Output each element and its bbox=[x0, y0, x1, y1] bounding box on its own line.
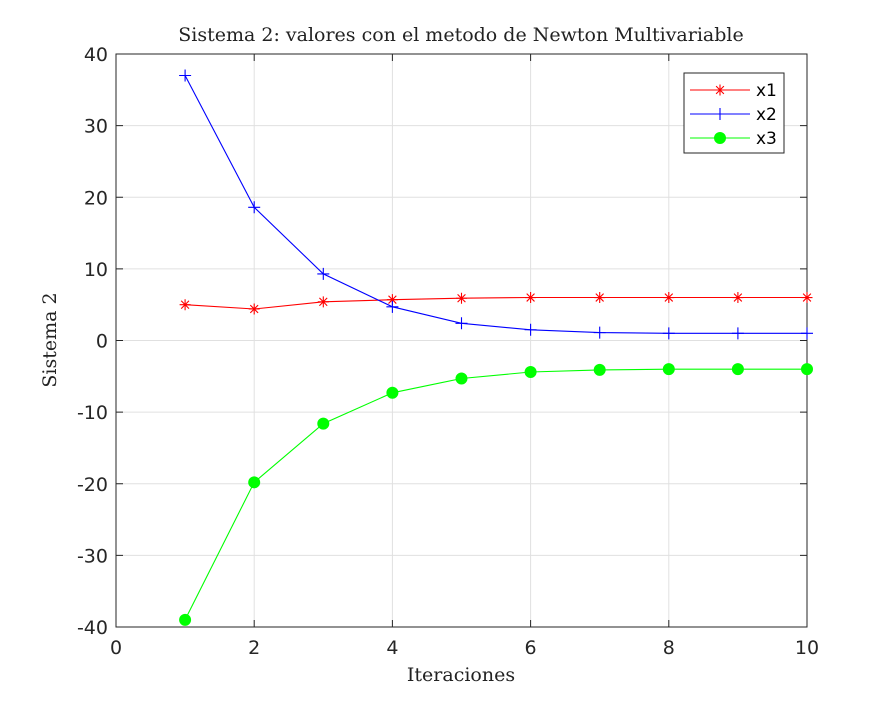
data-point-x2 bbox=[593, 326, 606, 339]
data-point-x3 bbox=[731, 363, 744, 376]
legend-label: x1 bbox=[756, 81, 777, 101]
data-point-x3 bbox=[662, 363, 675, 376]
series-x2 bbox=[179, 69, 813, 340]
legend-item-x3: x3 bbox=[690, 129, 777, 149]
data-point-x3 bbox=[455, 372, 468, 385]
x-axis-label: Iteraciones bbox=[407, 664, 515, 686]
axis-ticks: 0 2 4 6 8 10 -40 -30 -20 -10 0 10 20 30 40 bbox=[77, 44, 819, 659]
x-tick-label: 8 bbox=[663, 637, 675, 659]
series-line-x1 bbox=[185, 296, 807, 310]
legend-label: x2 bbox=[756, 105, 777, 125]
y-tick-label: 30 bbox=[84, 116, 108, 138]
data-point-x1 bbox=[456, 292, 467, 304]
data-point-x1 bbox=[525, 292, 537, 304]
legend-swatch-marker bbox=[714, 84, 726, 96]
y-tick-label: -40 bbox=[77, 617, 108, 639]
data-point-x1 bbox=[732, 292, 744, 304]
data-point-x2 bbox=[179, 69, 192, 82]
legend-swatch-marker bbox=[714, 108, 726, 120]
y-tick-label: -30 bbox=[77, 545, 108, 567]
data-point-x1 bbox=[317, 296, 329, 308]
data-point-x2 bbox=[662, 327, 675, 340]
data-point-x3 bbox=[317, 417, 330, 430]
legend-item-x2: x2 bbox=[690, 105, 777, 125]
data-point-x2 bbox=[386, 300, 399, 313]
data-point-x1 bbox=[594, 292, 606, 304]
series-line-x3 bbox=[184, 368, 807, 621]
y-tick-label: 40 bbox=[84, 44, 108, 66]
data-point-x2 bbox=[455, 317, 468, 330]
x-tick-label: 2 bbox=[248, 637, 260, 659]
y-tick-label: -10 bbox=[77, 402, 108, 424]
data-point-x1 bbox=[248, 303, 260, 315]
legend-swatch-marker bbox=[714, 132, 726, 144]
y-axis-label: Sistema 2 bbox=[39, 292, 61, 387]
legend-box bbox=[683, 72, 785, 154]
data-point-x1 bbox=[663, 292, 675, 304]
series-line-x2 bbox=[184, 75, 807, 334]
x-tick-label: 4 bbox=[386, 637, 398, 659]
x-tick-label: 6 bbox=[525, 637, 537, 659]
chart-title: Sistema 2: valores con el metodo de Newt… bbox=[178, 24, 743, 46]
data-point-x1 bbox=[179, 299, 191, 311]
data-point-x3 bbox=[386, 386, 399, 399]
x-tick-label: 10 bbox=[795, 637, 819, 659]
data-point-x2 bbox=[317, 267, 330, 280]
data-point-x2 bbox=[731, 327, 744, 340]
data-point-x3 bbox=[524, 366, 537, 379]
y-tick-label: 10 bbox=[84, 259, 108, 281]
legend-label: x3 bbox=[756, 129, 777, 149]
data-point-x2 bbox=[801, 327, 813, 340]
data-point-x3 bbox=[248, 476, 261, 489]
legend: x1 x2 x3 bbox=[683, 72, 785, 154]
series-x3 bbox=[179, 363, 813, 626]
x-tick-label: 0 bbox=[110, 637, 122, 659]
series-layer bbox=[179, 69, 813, 626]
data-point-x3 bbox=[801, 363, 813, 376]
legend-item-x1: x1 bbox=[690, 81, 777, 101]
data-point-x3 bbox=[593, 363, 606, 376]
data-point-x2 bbox=[524, 323, 537, 336]
data-point-x1 bbox=[386, 294, 398, 306]
y-tick-label: -20 bbox=[77, 474, 108, 496]
data-point-x1 bbox=[801, 292, 813, 304]
series-x1 bbox=[179, 292, 813, 315]
y-tick-label: 0 bbox=[96, 331, 108, 353]
data-point-x2 bbox=[248, 201, 261, 214]
data-point-x3 bbox=[179, 613, 192, 626]
y-tick-label: 20 bbox=[84, 187, 108, 209]
